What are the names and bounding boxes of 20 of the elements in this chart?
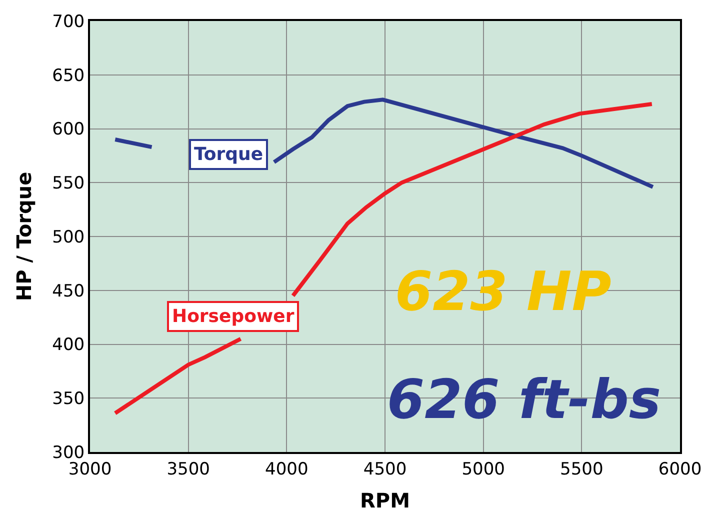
x-tick-label: 4000: [265, 459, 308, 480]
y-axis-title: HP / Torque: [12, 172, 36, 302]
y-tick-label: 700: [52, 12, 85, 32]
y-tick-label: 600: [52, 120, 85, 140]
x-tick-label: 3500: [166, 459, 210, 480]
x-tick-label: 5500: [560, 459, 604, 480]
x-axis-title: RPM: [360, 488, 410, 512]
y-tick-label: 650: [52, 66, 85, 86]
series-label: Torque: [194, 144, 264, 165]
y-tick-label: 350: [52, 389, 85, 410]
x-tick-label: 4500: [363, 459, 407, 480]
annotation: 623 HP: [395, 260, 612, 323]
y-tick-label: 500: [52, 227, 85, 248]
y-tick-label: 550: [52, 174, 85, 194]
x-tick-label: 5000: [462, 459, 505, 480]
x-tick-label: 6000: [658, 459, 702, 480]
y-tick-label: 450: [52, 281, 85, 302]
annotation: 626 ft-bs: [387, 368, 662, 431]
series-label: Horsepower: [172, 306, 294, 327]
y-tick-label: 400: [52, 335, 85, 356]
